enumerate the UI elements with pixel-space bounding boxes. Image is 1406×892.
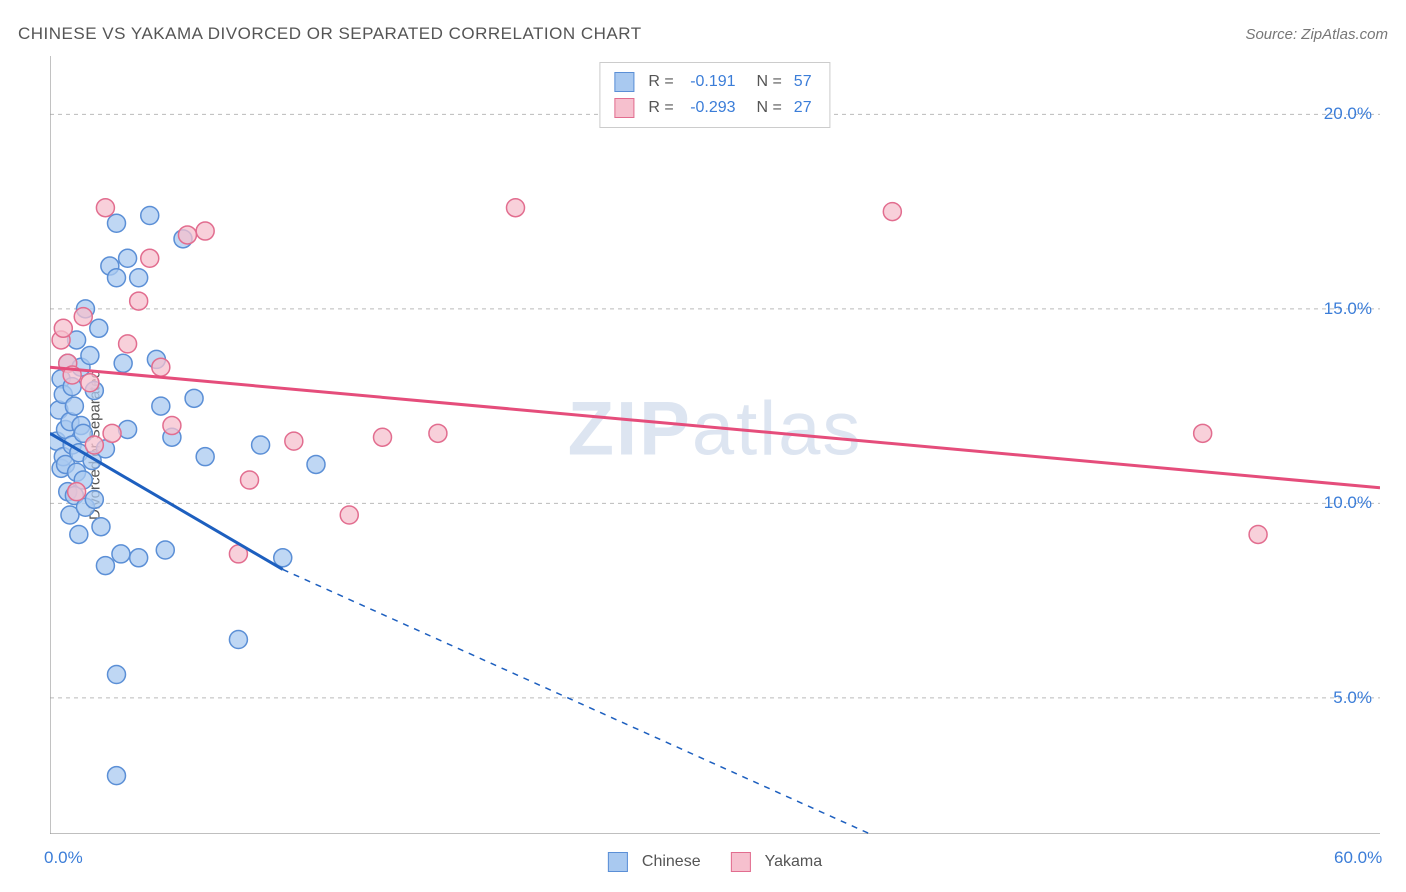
chart-title: CHINESE VS YAKAMA DIVORCED OR SEPARATED … [18,24,642,44]
y-tick-15: 15.0% [1324,299,1372,319]
legend-label-yakama: Yakama [765,853,823,871]
x-tick-0: 0.0% [44,848,83,868]
legend-row-chinese: R = -0.191 N = 57 [614,69,815,95]
swatch-yakama [614,98,634,118]
scatter-plot [50,56,1380,834]
swatch-chinese [614,72,634,92]
correlation-legend: R = -0.191 N = 57 R = -0.293 N = 27 [599,62,830,128]
legend-item-chinese: Chinese [608,852,701,872]
swatch-yakama-icon [731,852,751,872]
chart-area: Divorced or Separated ZIPatlas R = -0.19… [50,56,1380,834]
y-tick-10: 10.0% [1324,493,1372,513]
legend-row-yakama: R = -0.293 N = 27 [614,95,815,121]
y-tick-5: 5.0% [1333,688,1372,708]
r-value-chinese: -0.191 [690,69,735,95]
chart-header: CHINESE VS YAKAMA DIVORCED OR SEPARATED … [18,24,1388,44]
swatch-chinese-icon [608,852,628,872]
r-value-yakama: -0.293 [690,95,735,121]
chart-source: Source: ZipAtlas.com [1245,26,1388,43]
y-tick-20: 20.0% [1324,104,1372,124]
legend-item-yakama: Yakama [731,852,823,872]
n-value-yakama: 27 [794,95,812,121]
legend-label-chinese: Chinese [642,853,701,871]
series-legend: Chinese Yakama [608,852,822,872]
n-value-chinese: 57 [794,69,812,95]
x-tick-60: 60.0% [1334,848,1382,868]
